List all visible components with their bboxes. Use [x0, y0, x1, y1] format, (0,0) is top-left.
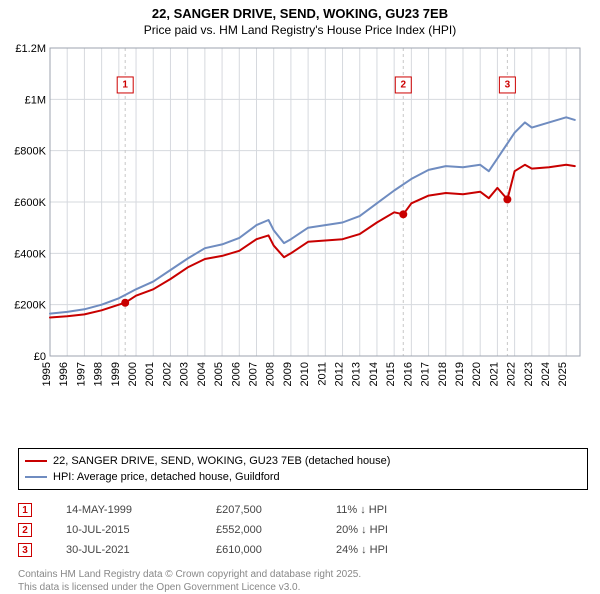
svg-text:£0: £0: [34, 351, 46, 363]
svg-text:2006: 2006: [230, 362, 242, 386]
svg-text:£200K: £200K: [14, 300, 46, 312]
footer-line-1: Contains HM Land Registry data © Crown c…: [18, 568, 588, 581]
sales-date: 30-JUL-2021: [66, 544, 216, 556]
sales-row: 2 10-JUL-2015£552,00020% ↓ HPI: [18, 520, 588, 540]
svg-text:2009: 2009: [282, 362, 294, 386]
svg-text:2004: 2004: [196, 362, 208, 386]
svg-text:1997: 1997: [75, 362, 87, 386]
svg-text:2007: 2007: [247, 362, 259, 386]
svg-text:2001: 2001: [144, 362, 156, 386]
svg-text:2012: 2012: [334, 362, 346, 386]
svg-text:2019: 2019: [454, 362, 466, 386]
sales-diff: 11% ↓ HPI: [336, 504, 387, 516]
svg-text:2014: 2014: [368, 362, 380, 386]
legend: 22, SANGER DRIVE, SEND, WOKING, GU23 7EB…: [18, 448, 588, 490]
sales-row: 3 30-JUL-2021£610,00024% ↓ HPI: [18, 540, 588, 560]
legend-swatch: [25, 476, 47, 478]
svg-text:1995: 1995: [41, 362, 53, 386]
svg-text:2015: 2015: [385, 362, 397, 386]
svg-text:2021: 2021: [488, 362, 500, 386]
sales-price: £610,000: [216, 544, 336, 556]
footer-attribution: Contains HM Land Registry data © Crown c…: [18, 568, 588, 594]
sales-diff: 20% ↓ HPI: [336, 524, 388, 536]
legend-swatch: [25, 460, 47, 462]
page-subtitle: Price paid vs. HM Land Registry's House …: [0, 23, 600, 37]
sales-table: 1 14-MAY-1999£207,50011% ↓ HPI 2 10-JUL-201…: [18, 500, 588, 560]
page-title: 22, SANGER DRIVE, SEND, WOKING, GU23 7EB: [0, 6, 600, 21]
svg-text:£800K: £800K: [14, 146, 46, 158]
svg-text:£1M: £1M: [25, 94, 46, 106]
svg-text:2024: 2024: [540, 362, 552, 386]
chart-area: 1 2 3 £0 £200K £400K £600K £800K £1M £1.2M 1995 199…: [4, 44, 596, 404]
svg-text:2013: 2013: [351, 362, 363, 386]
legend-item: 22, SANGER DRIVE, SEND, WOKING, GU23 7EB…: [25, 453, 581, 469]
svg-text:3: 3: [505, 79, 511, 90]
svg-text:£600K: £600K: [14, 197, 46, 209]
legend-label: HPI: Average price, detached house, Guil…: [53, 469, 280, 485]
sales-date: 10-JUL-2015: [66, 524, 216, 536]
svg-text:2003: 2003: [179, 362, 191, 386]
sales-date: 14-MAY-1999: [66, 504, 216, 516]
svg-text:2023: 2023: [523, 362, 535, 386]
svg-text:2011: 2011: [316, 362, 328, 386]
svg-text:1998: 1998: [93, 362, 105, 386]
svg-text:2000: 2000: [127, 362, 139, 386]
svg-text:2: 2: [400, 79, 406, 90]
svg-text:2020: 2020: [471, 362, 483, 386]
svg-text:2025: 2025: [557, 362, 569, 386]
sales-diff: 24% ↓ HPI: [336, 544, 388, 556]
sales-marker: 3: [18, 543, 32, 557]
svg-text:1996: 1996: [58, 362, 70, 386]
svg-text:2016: 2016: [402, 362, 414, 386]
footer-line-2: This data is licensed under the Open Gov…: [18, 581, 588, 594]
svg-text:2022: 2022: [506, 362, 518, 386]
legend-item: HPI: Average price, detached house, Guil…: [25, 469, 581, 485]
sales-price: £207,500: [216, 504, 336, 516]
sales-row: 1 14-MAY-1999£207,50011% ↓ HPI: [18, 500, 588, 520]
svg-text:£1.2M: £1.2M: [15, 44, 46, 55]
svg-text:1999: 1999: [110, 362, 122, 386]
sales-price: £552,000: [216, 524, 336, 536]
svg-text:2018: 2018: [437, 362, 449, 386]
sales-marker: 2: [18, 523, 32, 537]
svg-text:2005: 2005: [213, 362, 225, 386]
sales-marker: 1: [18, 503, 32, 517]
line-chart: 1 2 3 £0 £200K £400K £600K £800K £1M £1.2M 1995 199…: [4, 44, 588, 404]
legend-label: 22, SANGER DRIVE, SEND, WOKING, GU23 7EB…: [53, 453, 390, 469]
svg-text:2008: 2008: [265, 362, 277, 386]
svg-text:2010: 2010: [299, 362, 311, 386]
svg-text:£400K: £400K: [14, 248, 46, 260]
svg-text:2017: 2017: [420, 362, 432, 386]
svg-text:2002: 2002: [161, 362, 173, 386]
svg-text:1: 1: [122, 79, 128, 90]
